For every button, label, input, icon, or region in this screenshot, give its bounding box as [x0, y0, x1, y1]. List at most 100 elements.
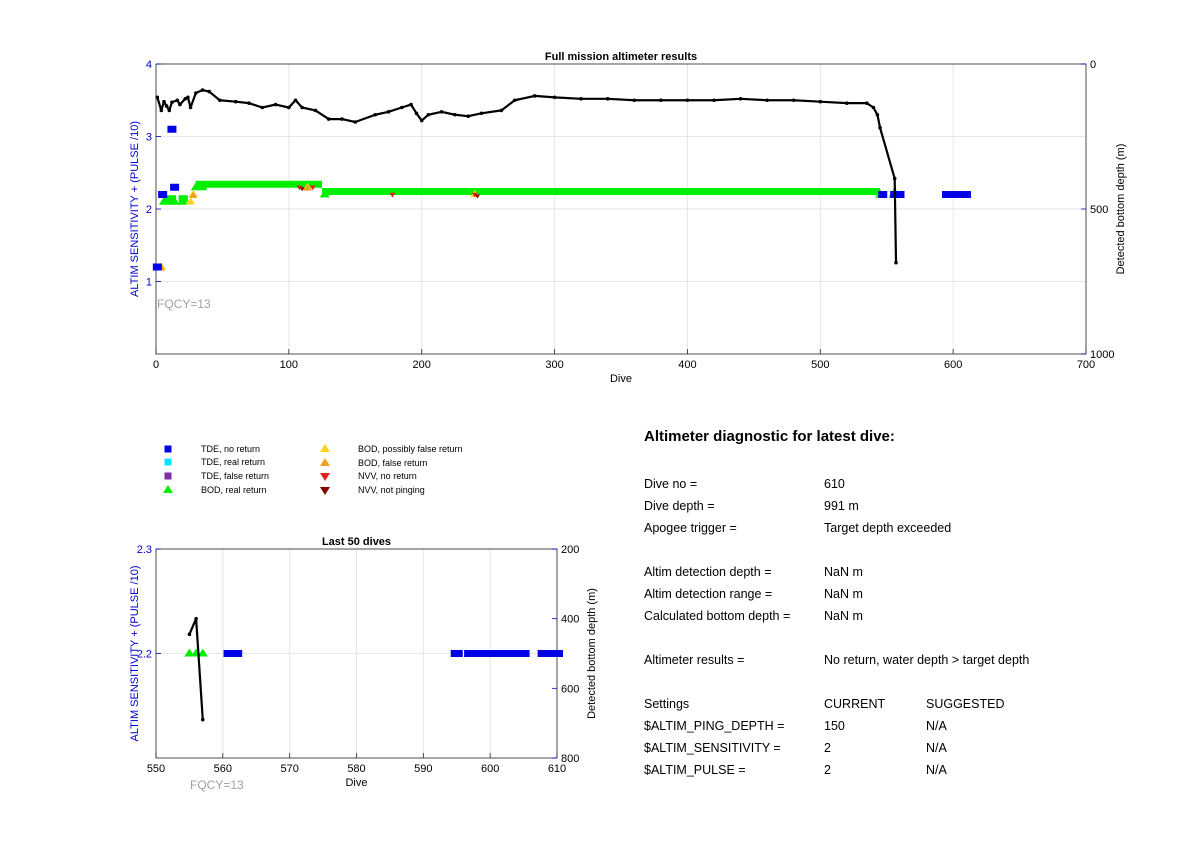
legend-label-6: NVV, no return	[358, 471, 417, 481]
depth-point	[186, 95, 190, 100]
depth-point	[479, 111, 484, 116]
nvv-no-return-marker	[471, 192, 478, 198]
apogee-value: Target depth exceeded	[824, 521, 952, 535]
depth-point	[194, 91, 198, 95]
depth-point	[340, 117, 344, 121]
tde-no-return-marker	[230, 650, 243, 657]
depth-point	[552, 95, 557, 100]
apogee-label: Apogee trigger =	[644, 521, 737, 535]
pulse-row: $ALTIM_PULSE = 2 N/A	[644, 759, 1184, 781]
nvv-no-return-marker	[389, 192, 396, 198]
tde-no-return-marker	[450, 650, 463, 657]
legend-label-5: BOD, false return	[358, 458, 428, 468]
depth-point	[845, 101, 849, 105]
pulse-current: 2	[824, 763, 831, 777]
tde-no-return-marker	[895, 191, 905, 198]
depth-point	[313, 108, 318, 113]
x-tick-label: 560	[214, 763, 232, 775]
fqcy-annotation: FQCY=13	[157, 297, 211, 311]
depth-point	[765, 98, 769, 103]
detection-depth-label: Altim detection depth =	[644, 565, 772, 579]
sensitivity-suggested: N/A	[926, 741, 947, 755]
y2-axis-label: Detected bottom depth (m)	[1115, 144, 1127, 275]
depth-point	[155, 95, 160, 100]
detection-range-row: Altim detection range = NaN m	[644, 583, 1184, 605]
legend-marker-4	[320, 444, 330, 452]
x-tick-label: 0	[153, 359, 159, 371]
pulse-suggested: N/A	[926, 763, 947, 777]
depth-point	[233, 99, 238, 104]
ping-depth-current: 150	[824, 719, 845, 733]
y-axis-label: ALTIM SENSITIVITY + (PULSE /10)	[129, 566, 141, 742]
depth-point	[685, 98, 690, 103]
legend-label-0: TDE, no return	[201, 444, 260, 454]
depth-point	[293, 98, 298, 103]
depth-point	[875, 112, 880, 117]
tde-no-return-marker	[961, 191, 971, 198]
depth-point	[326, 117, 331, 121]
x-tick-label: 500	[811, 359, 829, 371]
y-tick-label: 1	[146, 277, 152, 289]
calculated-depth-value: NaN m	[824, 609, 863, 623]
depth-line	[156, 88, 898, 263]
x-tick-label: 100	[280, 359, 298, 371]
bod-false-marker	[189, 191, 198, 198]
x-tick-label: 610	[548, 763, 566, 775]
y2-tick-label: 500	[1090, 204, 1108, 216]
bod-real-marker	[197, 648, 208, 657]
nvv-no-return-marker	[309, 185, 316, 191]
depth-point	[892, 176, 897, 181]
bod-real-marker	[184, 648, 195, 657]
dive-no-value: 610	[824, 477, 845, 491]
fqcy-annotation: FQCY=13	[190, 778, 244, 792]
tde-no-return-marker	[223, 650, 236, 657]
depth-point	[300, 105, 304, 110]
x-tick-label: 700	[1077, 359, 1095, 371]
bod-real-marker	[169, 196, 180, 205]
detection-depth-value: NaN m	[824, 565, 863, 579]
depth-line	[188, 617, 204, 720]
depth-point	[194, 616, 198, 621]
tde-no-return-marker	[510, 650, 523, 657]
legend-marker-6	[320, 473, 330, 481]
legend-marker-0	[164, 445, 172, 453]
tde-no-return-marker	[537, 650, 550, 657]
x-axis-label: Dive	[610, 373, 632, 385]
tde-no-return-marker	[497, 650, 510, 657]
settings-label: Settings	[644, 697, 690, 711]
x-axis-label: Dive	[345, 777, 367, 789]
tde-no-return-marker	[167, 125, 177, 133]
y2-axis-label: Detected bottom depth (m)	[586, 588, 598, 719]
dive-no-label: Dive no =	[644, 477, 698, 491]
suggested-header: SUGGESTED	[926, 697, 1005, 711]
depth-point	[287, 105, 291, 110]
depth-point	[414, 111, 419, 116]
dive-depth-row: Dive depth = 991 m	[644, 495, 1184, 517]
bod-real-marker	[197, 182, 208, 191]
depth-point	[659, 98, 663, 103]
nvv-not-pinging-marker	[475, 194, 481, 199]
depth-point	[791, 98, 796, 103]
depth-point	[187, 632, 192, 637]
x-tick-label: 200	[413, 359, 431, 371]
depth-point	[439, 110, 444, 114]
bod-false-marker	[303, 184, 312, 191]
depth-point	[353, 120, 358, 124]
tde-no-return-marker	[470, 650, 483, 657]
depth-point	[632, 98, 637, 103]
depth-point	[162, 99, 166, 104]
detection-range-value: NaN m	[824, 587, 863, 601]
settings-header-row: Settings CURRENT SUGGESTED	[644, 693, 1184, 715]
depth-point	[200, 88, 205, 92]
depth-point	[419, 118, 424, 123]
depth-point	[579, 97, 583, 101]
y-axis-label: ALTIM SENSITIVITY + (PULSE /10)	[129, 121, 141, 297]
tde-no-return-marker	[464, 650, 477, 657]
sensitivity-label: $ALTIM_SENSITIVITY =	[644, 741, 781, 755]
bod-real-marker	[190, 182, 201, 191]
depth-point	[217, 98, 222, 103]
x-tick-label: 550	[147, 763, 165, 775]
bod-possibly-false-marker	[186, 197, 196, 205]
results-label: Altimeter results =	[644, 653, 745, 667]
dive-no-row: Dive no = 610	[644, 473, 1184, 495]
